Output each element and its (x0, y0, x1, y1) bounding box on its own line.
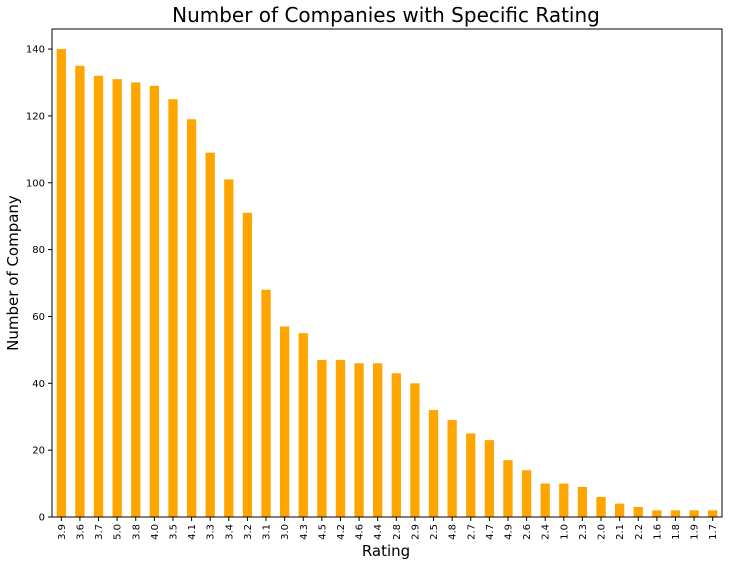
x-tick-label: 2.0 (597, 524, 608, 540)
x-tick-label: 2.1 (615, 524, 626, 540)
bar-4.6 (354, 363, 364, 517)
y-axis-title: Number of Company (4, 195, 22, 351)
y-tick-label: 40 (32, 379, 45, 390)
bars-group (56, 49, 718, 518)
bar-4.0 (149, 85, 160, 518)
x-tick-label: 2.8 (392, 524, 403, 540)
bar-1.0 (559, 483, 569, 517)
bar-3.5 (168, 99, 178, 518)
bar-5.0 (112, 79, 122, 517)
bar-2.3 (577, 486, 588, 517)
x-tick-label: 3.4 (224, 524, 235, 540)
bar-1.6 (652, 510, 662, 517)
x-tick-label: 3.3 (206, 524, 217, 540)
x-tick-label: 2.5 (429, 524, 440, 540)
x-tick-label: 4.0 (150, 524, 161, 540)
bar-3.1 (261, 289, 271, 517)
x-tick-label: 4.9 (503, 524, 514, 540)
x-tick-label: 2.4 (541, 524, 552, 540)
bar-2.6 (521, 470, 532, 517)
bar-2.5 (428, 410, 439, 517)
x-tick-label: 3.8 (131, 524, 142, 540)
bar-3.0 (279, 326, 290, 517)
x-tick-label: 4.2 (336, 524, 347, 540)
x-tick-label: 1.8 (671, 524, 682, 540)
bar-1.9 (689, 510, 699, 517)
x-tick-label: 3.6 (75, 524, 86, 540)
bar-4.8 (447, 420, 457, 517)
x-tick-label: 4.8 (448, 524, 459, 540)
bar-2.7 (466, 433, 476, 517)
bar-2.2 (633, 506, 643, 517)
x-axis: 3.9 3.6 3.7 5.0 3.8 4.0 3.5 4.1 3.3 3.4 3.2 3.1 3.0 4… (57, 517, 719, 540)
bar-4.7 (484, 440, 495, 517)
bar-2.1 (614, 503, 625, 517)
bar-1.8 (670, 510, 681, 517)
chart-title: Number of Companies with Specific Rating (172, 3, 600, 27)
bar-3.6 (75, 65, 85, 517)
bar-3.4 (224, 179, 234, 518)
y-tick-label: 60 (32, 312, 45, 323)
x-tick-label: 1.7 (708, 524, 719, 540)
y-tick-label: 80 (32, 245, 45, 256)
bar-2.0 (596, 496, 606, 517)
x-tick-label: 3.7 (94, 524, 105, 540)
x-tick-label: 2.6 (522, 524, 533, 540)
y-tick-label: 100 (26, 178, 45, 189)
x-tick-label: 3.2 (243, 524, 254, 540)
bar-3.8 (131, 82, 141, 517)
plot-frame (51, 28, 723, 518)
bar-3.2 (242, 212, 253, 517)
bar-4.5 (317, 359, 327, 517)
y-tick-label: 20 (32, 446, 45, 457)
bar-2.9 (410, 383, 420, 517)
x-tick-label: 4.4 (373, 524, 384, 540)
x-tick-label: 3.5 (168, 524, 179, 540)
x-axis-title: Rating (362, 542, 410, 560)
bar-3.7 (93, 75, 104, 517)
x-tick-label: 4.6 (355, 524, 366, 540)
x-tick-label: 3.0 (280, 524, 291, 540)
x-tick-label: 1.9 (690, 524, 701, 540)
x-tick-label: 3.9 (57, 524, 68, 540)
bar-3.3 (205, 152, 215, 517)
x-tick-label: 1.6 (652, 524, 663, 540)
bar-4.2 (335, 359, 346, 517)
bar-3.9 (56, 49, 66, 517)
x-tick-label: 4.3 (299, 524, 310, 540)
x-tick-label: 3.1 (262, 524, 273, 540)
bar-4.1 (186, 119, 197, 517)
bar-1.7 (708, 510, 718, 517)
x-tick-label: 1.0 (559, 524, 570, 540)
bar-4.3 (298, 333, 308, 517)
x-tick-label: 5.0 (113, 524, 124, 540)
y-tick-label: 120 (26, 111, 45, 122)
y-tick-label: 0 (39, 513, 45, 524)
x-tick-label: 2.3 (578, 524, 589, 540)
y-axis: 0 20 40 60 80 100 120 140 (26, 45, 52, 524)
bar-4.4 (373, 363, 383, 517)
x-tick-label: 2.7 (466, 524, 477, 540)
bar-2.8 (391, 373, 401, 517)
x-tick-label: 4.1 (187, 524, 198, 540)
bar-2.4 (540, 483, 550, 517)
x-tick-label: 2.2 (634, 524, 645, 540)
bar-4.9 (503, 460, 513, 517)
y-tick-label: 140 (26, 45, 45, 56)
x-tick-label: 2.9 (410, 524, 421, 540)
x-tick-label: 4.5 (317, 524, 328, 540)
x-tick-label: 4.7 (485, 524, 496, 540)
